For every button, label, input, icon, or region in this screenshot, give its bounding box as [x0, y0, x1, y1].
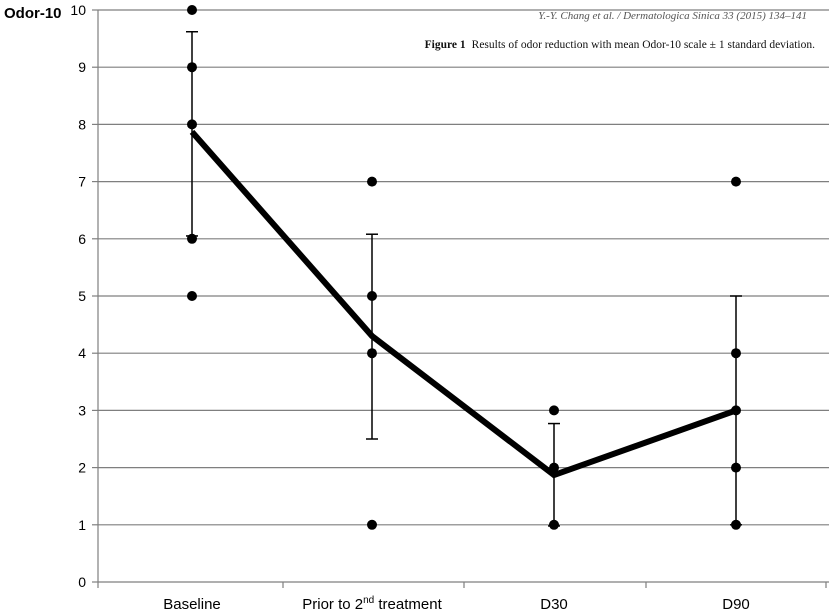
caption-text: Results of odor reduction with mean Odor… [471, 39, 815, 51]
data-point [731, 348, 741, 359]
x-category-label: Baseline [163, 596, 221, 613]
data-point [731, 462, 741, 473]
x-category-label: Prior to 2nd treatment [302, 595, 442, 613]
data-point [731, 176, 741, 187]
figure-label: Figure 1 [424, 39, 466, 51]
data-point [187, 119, 197, 130]
data-point [187, 62, 197, 73]
y-tick-label: 8 [78, 116, 86, 132]
y-tick-label: 1 [78, 517, 86, 533]
y-tick-label: 7 [78, 174, 86, 190]
data-point [367, 348, 377, 359]
data-point [367, 519, 377, 530]
data-point [731, 519, 741, 530]
x-category-label: D30 [540, 596, 568, 613]
y-tick-label: 4 [78, 345, 86, 361]
data-point [549, 462, 559, 473]
axes [92, 9, 829, 588]
x-category-label: D90 [722, 596, 750, 613]
data-point [187, 5, 197, 15]
y-axis-title: Odor-10 [4, 5, 62, 22]
gridlines [98, 9, 829, 526]
journal-citation: Y.-Y. Chang et al. / Dermatologica Sinic… [538, 10, 807, 22]
y-tick-label: 10 [70, 2, 86, 18]
y-tick-label: 3 [78, 402, 86, 418]
x-category-labels: Baseline Prior to 2nd treatment D30 D90 [163, 595, 750, 613]
error-bars [186, 30, 742, 527]
y-tick-labels: 0 1 2 3 4 5 6 7 8 9 10 [70, 2, 86, 590]
mean-series-line [189, 129, 738, 479]
y-tick-label: 5 [78, 288, 86, 304]
y-tick-label: 2 [78, 460, 86, 476]
y-tick-label: 0 [78, 574, 86, 590]
y-tick-label: 6 [78, 231, 86, 247]
data-point [731, 405, 741, 416]
data-points [187, 5, 741, 530]
data-point [549, 519, 559, 530]
data-point [367, 176, 377, 187]
figure-caption: Figure 1 Results of odor reduction with m… [425, 39, 815, 51]
data-point [187, 291, 197, 301]
mean-line [189, 129, 738, 479]
y-tick-label: 9 [78, 59, 86, 75]
data-point [187, 233, 197, 244]
data-point [549, 405, 559, 416]
data-point [367, 291, 377, 301]
